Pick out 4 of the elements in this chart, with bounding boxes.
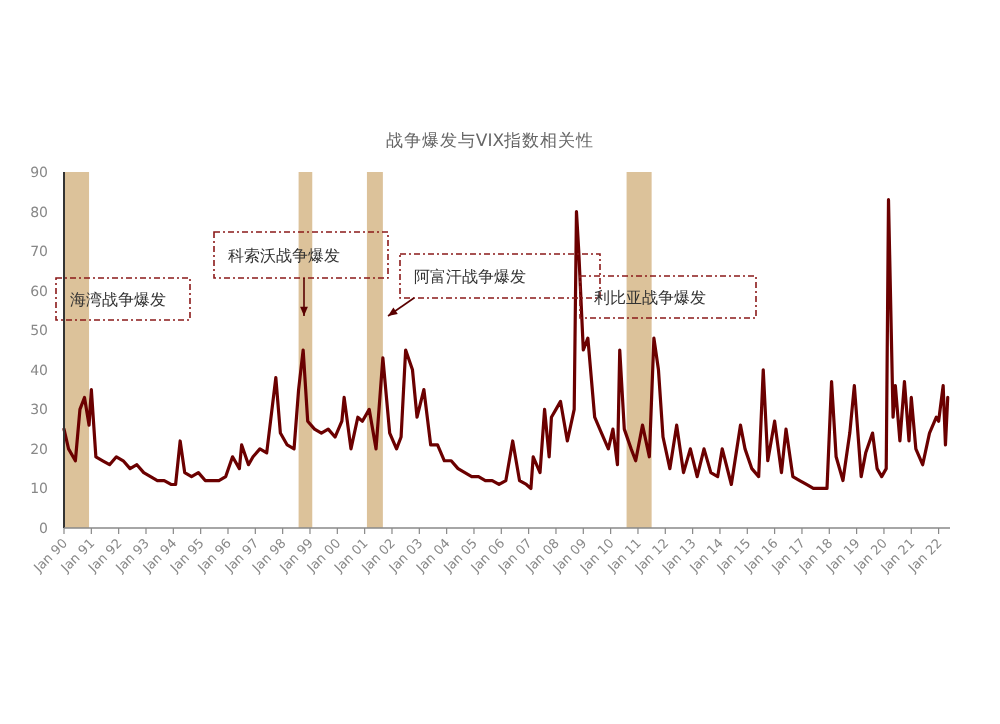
line-series [62,198,950,491]
band-label: 阿富汗战争爆发 [414,268,526,286]
band-label: 海湾战争爆发 [70,291,166,309]
chart-title: 战争爆发与VIX指数相关性 [385,130,595,152]
